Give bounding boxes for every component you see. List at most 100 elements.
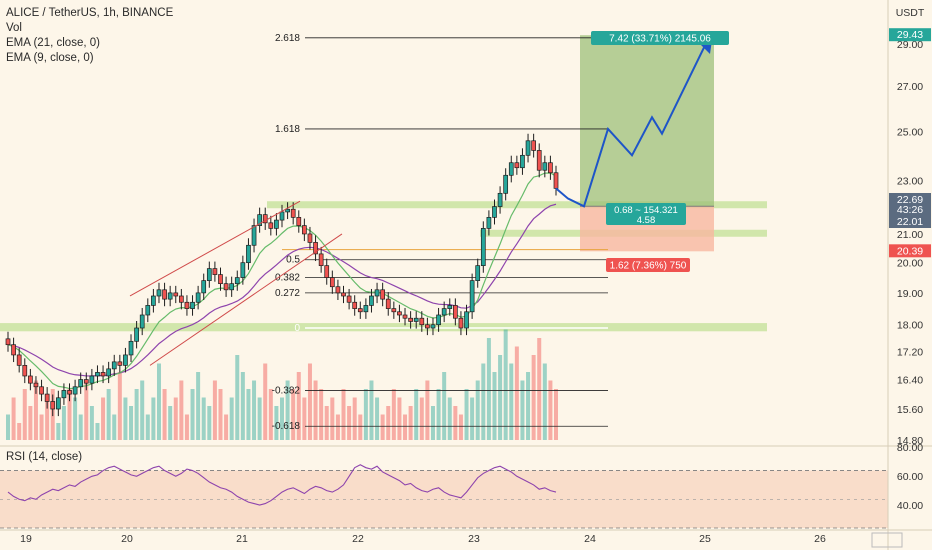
volume-bar	[285, 380, 290, 440]
candle-body	[240, 262, 246, 278]
candle-body	[67, 390, 72, 395]
entry-label-2: 4.58	[637, 215, 656, 226]
price-tick: 14.80	[897, 435, 923, 447]
candle-body	[162, 289, 167, 300]
candle-body	[553, 172, 559, 189]
candle-body	[402, 314, 408, 319]
candle-body	[251, 225, 257, 246]
candle-body	[234, 277, 240, 285]
volume-bar	[263, 363, 268, 440]
candle-body	[391, 308, 397, 313]
candle-body	[363, 305, 369, 313]
volume-bar	[207, 406, 212, 440]
candle-body	[436, 314, 441, 326]
volume-bar	[56, 423, 61, 440]
volume-bar	[240, 372, 245, 440]
candle-body	[111, 361, 117, 370]
price-badge	[889, 244, 931, 258]
volume-bar	[514, 346, 519, 440]
price-tick: 15.60	[897, 404, 923, 416]
candle-body	[369, 295, 374, 306]
indicator-ema21[interactable]: EMA (21, close, 0)	[6, 37, 100, 49]
candle-body	[285, 208, 290, 213]
candle-body	[83, 379, 89, 384]
chart-legend: ALICE / TetherUS, 1h, BINANCE Vol EMA (2…	[6, 6, 173, 66]
candle-body	[469, 280, 475, 313]
candle-body	[425, 324, 430, 329]
fib-label: -0.382	[272, 385, 301, 396]
volume-bar	[313, 380, 318, 440]
volume-bar	[73, 397, 78, 440]
candle-body	[302, 225, 307, 235]
volume-bar	[386, 406, 391, 440]
candle-body	[262, 214, 268, 224]
price-badge	[889, 28, 931, 42]
channel-upper	[129, 200, 301, 297]
candle-body	[324, 265, 330, 278]
candle-body	[184, 301, 190, 309]
price-tick: 20.00	[897, 258, 923, 270]
volume-bar	[503, 329, 508, 440]
volume-bar	[425, 380, 430, 440]
candle-body	[139, 314, 145, 329]
volume-bar	[39, 414, 44, 440]
volume-bar	[179, 380, 184, 440]
rsi-tick: 80.00	[897, 442, 923, 454]
volume-bar	[414, 389, 419, 440]
candle-body	[151, 295, 156, 306]
price-badge	[889, 215, 931, 228]
volume-bar	[173, 397, 178, 440]
candle-body	[16, 354, 22, 366]
candle-body	[419, 317, 425, 326]
candle-body	[117, 361, 123, 366]
volume-bar	[45, 397, 50, 440]
fib-label: -0.618	[272, 421, 301, 432]
candle-body	[346, 295, 352, 303]
candle-body	[173, 292, 179, 297]
candle-body	[95, 372, 100, 377]
price-badge-label: 29.43	[897, 29, 923, 41]
volume-bar	[112, 414, 117, 440]
indicator-vol[interactable]: Vol	[6, 22, 22, 34]
candle-body	[385, 298, 391, 309]
candle-body	[156, 289, 162, 297]
candle-body	[397, 311, 402, 316]
volume-bar	[397, 397, 402, 440]
volume-bar	[78, 414, 83, 440]
symbol-title[interactable]: ALICE / TetherUS, 1h, BINANCE	[6, 7, 174, 19]
candle-body	[28, 375, 33, 384]
rsi-legend[interactable]: RSI (14, close)	[6, 451, 83, 463]
volume-bar	[430, 406, 435, 440]
price-tick: 21.00	[897, 229, 923, 241]
volume-bar	[106, 389, 111, 440]
volume-bar	[28, 406, 33, 440]
candle-body	[464, 311, 469, 329]
volume-bar	[554, 389, 558, 440]
volume-bar	[481, 363, 486, 440]
volume-bar	[17, 423, 22, 440]
candle-body	[106, 368, 112, 377]
candle-body	[167, 292, 173, 300]
volume-bar	[453, 406, 458, 440]
candle-body	[11, 344, 16, 356]
volume-bar	[408, 406, 413, 440]
indicator-ema9[interactable]: EMA (9, close, 0)	[6, 52, 94, 64]
fib-label: 0.5	[286, 255, 300, 266]
candle-body	[279, 211, 285, 221]
candle-body	[268, 222, 274, 229]
candle-body	[128, 340, 134, 356]
time-tick: 25	[699, 533, 711, 545]
volume-bar	[470, 397, 475, 440]
candle-body	[145, 305, 151, 316]
candle-body	[352, 301, 358, 309]
volume-bar	[6, 414, 10, 440]
volume-bar	[95, 423, 100, 440]
volume-bar	[531, 355, 536, 440]
volume-bar	[464, 389, 469, 440]
price-tick: 17.20	[897, 347, 923, 359]
time-tick: 19	[20, 533, 32, 545]
volume-bar	[218, 389, 223, 440]
volume-bar	[101, 397, 106, 440]
candle-body	[89, 375, 95, 384]
